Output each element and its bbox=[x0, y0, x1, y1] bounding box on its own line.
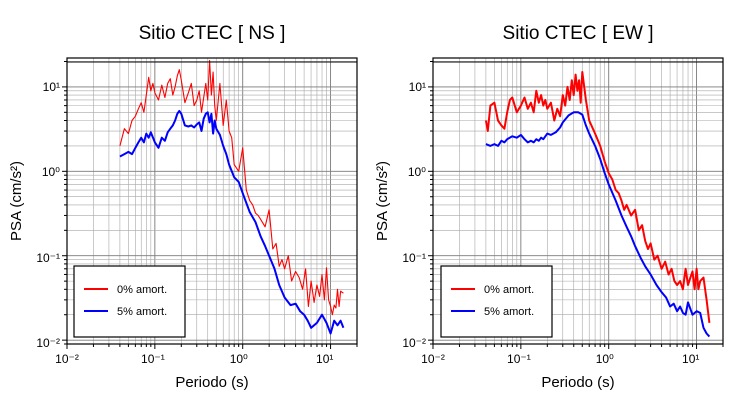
y-tick-label: 10¹ bbox=[409, 80, 426, 94]
series-layer bbox=[119, 60, 345, 335]
x-tick-label: 10¹ bbox=[682, 352, 699, 366]
plot-area: 0% amort. 5% amort. bbox=[62, 57, 358, 349]
y-tick-label: 10⁻¹ bbox=[402, 251, 426, 265]
series-layer bbox=[484, 71, 711, 338]
series-line-damped bbox=[485, 111, 711, 338]
x-tick-label: 10⁰ bbox=[230, 352, 248, 366]
x-axis-label: Periodo (s) bbox=[175, 374, 248, 391]
series-line-damped bbox=[119, 109, 345, 335]
plot-frame bbox=[66, 57, 358, 345]
legend-label: 0% amort. bbox=[484, 284, 534, 296]
chart-panel-ew: Sitio CTEC [ EW ] 0% amort. 5% amort. 10… bbox=[374, 23, 724, 391]
y-axis-label: PSA (cm/s²) bbox=[8, 161, 25, 241]
legend-label: 0% amort. bbox=[117, 284, 167, 296]
y-ticks: 10⁻² 10⁻¹ 10⁰ 10¹ bbox=[402, 80, 426, 350]
y-tick-label: 10⁰ bbox=[42, 165, 60, 179]
x-tick-label: 10⁻² bbox=[55, 352, 79, 366]
chart-panel-ns: Sitio CTEC [ NS ] 0% amort. 5% amort. 10… bbox=[8, 23, 358, 391]
x-ticks: 10⁻² 10⁻¹ 10⁰ 10¹ bbox=[421, 352, 699, 366]
y-ticks: 10⁻² 10⁻¹ 10⁰ 10¹ bbox=[36, 80, 60, 350]
legend-box bbox=[73, 265, 186, 338]
legend-label: 5% amort. bbox=[484, 306, 534, 318]
x-tick-label: 10⁻¹ bbox=[507, 352, 531, 366]
x-tick-label: 10⁻¹ bbox=[141, 352, 165, 366]
y-tick-label: 10⁰ bbox=[408, 165, 426, 179]
legend: 0% amort. 5% amort. bbox=[73, 265, 186, 338]
series-line-undamped bbox=[484, 71, 711, 324]
y-tick-label: 10¹ bbox=[43, 80, 60, 94]
x-ticks: 10⁻² 10⁻¹ 10⁰ 10¹ bbox=[55, 352, 333, 366]
legend: 0% amort. 5% amort. bbox=[440, 265, 553, 338]
x-axis-label: Periodo (s) bbox=[541, 374, 614, 391]
legend-box bbox=[440, 265, 553, 338]
series-line-undamped bbox=[119, 60, 344, 316]
chart-title: Sitio CTEC [ NS ] bbox=[139, 23, 286, 44]
y-tick-label: 10⁻² bbox=[402, 336, 426, 350]
plot-frame bbox=[432, 57, 724, 345]
y-tick-label: 10⁻² bbox=[36, 336, 60, 350]
plot-area: 0% amort. 5% amort. bbox=[428, 57, 724, 349]
y-tick-label: 10⁻¹ bbox=[36, 251, 60, 265]
x-tick-label: 10⁰ bbox=[596, 352, 614, 366]
chart-title: Sitio CTEC [ EW ] bbox=[503, 23, 654, 44]
legend-label: 5% amort. bbox=[117, 306, 167, 318]
x-tick-label: 10¹ bbox=[316, 352, 333, 366]
x-tick-label: 10⁻² bbox=[421, 352, 445, 366]
y-axis-label: PSA (cm/s²) bbox=[374, 161, 391, 241]
